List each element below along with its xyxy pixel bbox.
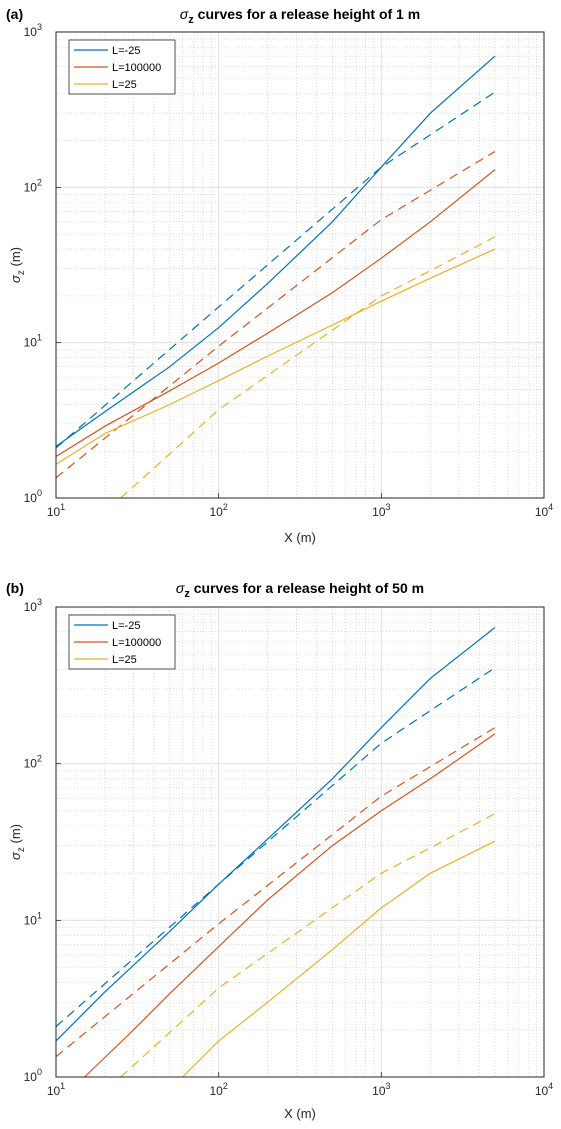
panel-b: (b) σz curves for a release height of 50… [6,580,553,1121]
x-tick-label: 102 [209,1081,227,1098]
panel-b-legend-entry-1: L=-25 [112,620,140,632]
panel-a-legend-entry-3: L=25 [112,79,137,91]
x-tick-label: 101 [47,502,65,519]
x-tick-label: 103 [372,1081,390,1098]
series-line-a-4-dashed [55,150,496,479]
x-tick-label: 103 [372,502,390,519]
panel-b-ticks: 101 102 103 104 100 101 102 103 [24,597,554,1098]
series-line-b-1 [55,627,496,1042]
series-line-a-6-dashed [120,236,496,499]
panel-b-legend-entry-2: L=100000 [112,637,161,649]
panel-b-label: (b) [6,580,24,596]
series-line-b-4-dashed [55,727,496,1058]
panel-a-legend-entry-2: L=100000 [112,62,161,74]
panel-a-grid [56,32,544,498]
x-tick-label: 104 [535,502,553,519]
series-line-b-6-dashed [120,813,496,1078]
x-tick-label: 101 [47,1081,65,1098]
y-tick-label: 100 [24,1067,42,1084]
series-line-a-5 [55,248,496,465]
panel-b-legend: L=-25 L=100000 L=25 [68,614,176,670]
y-tick-label: 101 [24,910,42,927]
panel-b-legend-entry-3: L=25 [112,654,137,666]
series-line-a-1 [55,55,496,447]
panel-a-label: (a) [6,6,23,22]
y-tick-label: 101 [24,333,42,350]
panel-b-title: σz curves for a release height of 50 m [176,580,424,600]
series-line-b-2-dashed [55,667,496,1027]
panel-a: (a) σz curves for a release height of 1 … [6,6,553,545]
panel-b-ylabel: σz (m) [8,824,27,860]
panel-b-series [55,627,496,1078]
panel-b-xlabel: X (m) [284,1106,316,1121]
panel-a-series [55,55,496,499]
x-tick-label: 104 [535,1081,553,1098]
panel-a-xlabel: X (m) [284,530,316,545]
series-line-b-3 [84,733,496,1078]
y-tick-label: 102 [24,754,42,771]
panel-a-title: σz curves for a release height of 1 m [180,6,420,26]
x-tick-label: 102 [209,502,227,519]
y-tick-label: 103 [24,597,42,614]
y-tick-label: 100 [24,488,42,505]
y-tick-label: 103 [24,22,42,39]
panel-a-ticks: 101 102 103 104 100 101 102 103 [24,22,554,519]
panel-b-axes-box [55,606,545,1078]
panel-a-axes-box [55,31,545,499]
y-tick-label: 102 [24,177,42,194]
series-line-a-3 [55,169,496,458]
series-line-a-2-dashed [55,91,496,449]
panel-a-legend-entry-1: L=-25 [112,45,140,57]
series-line-b-5 [182,840,496,1078]
panel-a-legend: L=-25 L=100000 L=25 [68,39,176,95]
panel-b-grid [56,607,544,1077]
panel-a-ylabel: σz (m) [8,247,27,283]
